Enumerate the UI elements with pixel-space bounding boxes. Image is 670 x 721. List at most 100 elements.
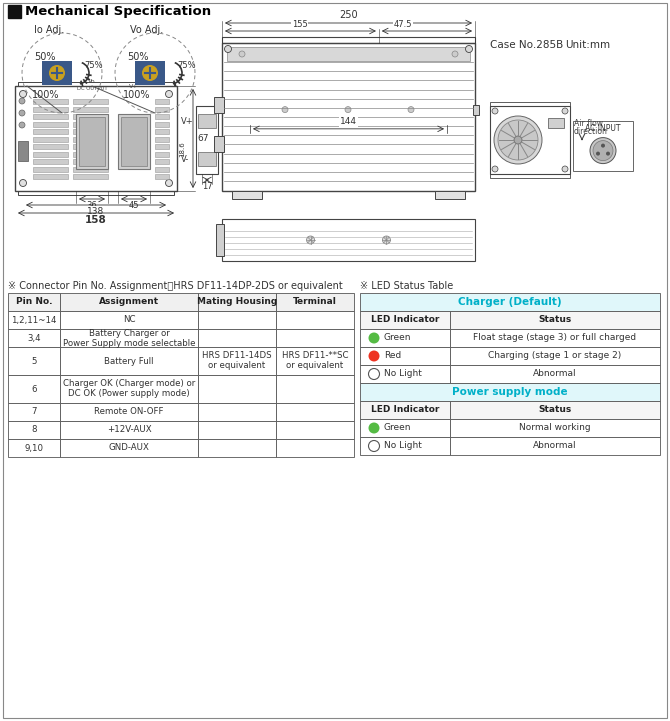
Text: 45: 45 [129, 201, 139, 210]
Bar [276, 375, 354, 403]
Text: V+: V+ [129, 84, 139, 89]
Circle shape [562, 108, 568, 114]
Bar [216, 224, 224, 256]
Bar [79, 117, 105, 166]
Bar [73, 144, 108, 149]
Circle shape [165, 91, 172, 97]
Bar [360, 419, 450, 437]
Text: 67: 67 [197, 134, 208, 143]
Text: NC: NC [123, 316, 135, 324]
Circle shape [239, 51, 245, 57]
Circle shape [593, 141, 613, 161]
Text: Status: Status [539, 316, 572, 324]
Bar [8, 439, 60, 457]
Text: HRS DF11-14DS: HRS DF11-14DS [202, 352, 272, 360]
Text: ※ LED Status Table: ※ LED Status Table [360, 281, 453, 291]
Text: DC OK (Power supply mode): DC OK (Power supply mode) [68, 389, 190, 399]
Text: Normal working: Normal working [519, 423, 591, 433]
Text: Float stage (stage 3) or full charged: Float stage (stage 3) or full charged [474, 334, 636, 342]
Text: Power supply mode: Power supply mode [452, 387, 567, 397]
Bar [450, 401, 660, 419]
Bar [155, 136, 169, 141]
Bar [198, 152, 216, 166]
Bar [155, 107, 169, 112]
Bar [360, 347, 450, 365]
Text: Battery Charger or: Battery Charger or [88, 329, 170, 337]
Text: Mechanical Specification: Mechanical Specification [25, 5, 211, 18]
Bar [360, 329, 450, 347]
Bar [196, 106, 218, 174]
Circle shape [142, 65, 158, 81]
Text: HRS DF11-**SC: HRS DF11-**SC [282, 352, 348, 360]
Bar [8, 347, 60, 375]
Bar [198, 347, 276, 375]
Bar [198, 329, 276, 347]
Bar [8, 5, 21, 18]
Text: LED Indicator: LED Indicator [371, 316, 440, 324]
Bar [276, 311, 354, 329]
Text: 8: 8 [31, 425, 37, 435]
Circle shape [49, 65, 65, 81]
Bar [8, 375, 60, 403]
Bar [198, 375, 276, 403]
Text: or equivalent: or equivalent [286, 361, 344, 371]
Circle shape [601, 143, 605, 148]
Text: 36: 36 [86, 201, 97, 210]
Text: DC OUTPUT: DC OUTPUT [76, 86, 107, 91]
Bar [73, 107, 108, 112]
Bar [450, 419, 660, 437]
Text: AC INPUT: AC INPUT [586, 124, 620, 133]
Bar [33, 99, 68, 104]
Text: Pin No.: Pin No. [16, 298, 52, 306]
Text: 250: 250 [339, 10, 358, 20]
Text: Assignment: Assignment [99, 298, 159, 306]
Bar [222, 219, 475, 261]
Text: 144: 144 [340, 117, 357, 126]
Bar [155, 114, 169, 119]
Circle shape [19, 110, 25, 116]
Text: Remote ON-OFF: Remote ON-OFF [94, 407, 163, 417]
Bar [360, 311, 450, 329]
Bar [155, 167, 169, 172]
Text: 75%: 75% [84, 61, 103, 69]
Circle shape [383, 236, 391, 244]
Text: Green: Green [384, 334, 411, 342]
Text: 47.5: 47.5 [394, 20, 412, 29]
Text: Charging (stage 1 or stage 2): Charging (stage 1 or stage 2) [488, 352, 622, 360]
Circle shape [492, 166, 498, 172]
Bar [73, 129, 108, 134]
Circle shape [282, 107, 288, 112]
Text: Unit:mm: Unit:mm [565, 40, 610, 50]
Text: 18.6: 18.6 [179, 141, 185, 157]
Bar [276, 347, 354, 375]
Bar [450, 437, 660, 455]
Bar [60, 375, 198, 403]
Text: No Light: No Light [384, 369, 422, 379]
Circle shape [596, 151, 600, 156]
Bar [198, 421, 276, 439]
Bar [450, 347, 660, 365]
Text: direction: direction [574, 128, 608, 136]
Circle shape [369, 368, 379, 379]
Bar [33, 144, 68, 149]
Bar [276, 329, 354, 347]
Bar [222, 43, 475, 191]
Circle shape [562, 166, 568, 172]
Bar [18, 191, 174, 195]
Circle shape [19, 98, 25, 104]
Bar [276, 439, 354, 457]
Text: 6: 6 [31, 384, 37, 394]
Bar [18, 82, 174, 86]
Bar [33, 122, 68, 126]
Bar [490, 102, 570, 106]
Bar [360, 293, 660, 311]
Bar [155, 122, 169, 126]
Bar [33, 136, 68, 141]
Text: 5: 5 [31, 356, 37, 366]
Bar [73, 159, 108, 164]
Circle shape [369, 350, 379, 361]
Bar [360, 383, 660, 401]
Bar [450, 311, 660, 329]
Text: Case No.285B: Case No.285B [490, 40, 563, 50]
Circle shape [514, 136, 522, 144]
